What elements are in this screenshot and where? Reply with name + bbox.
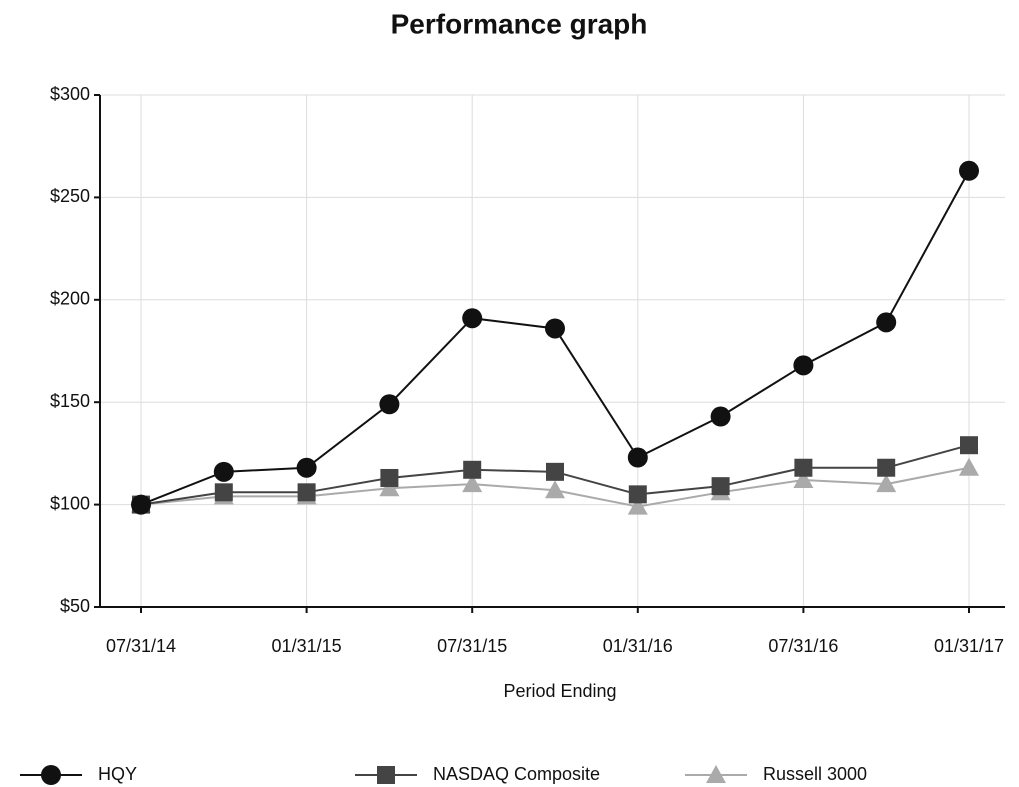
legend-label: NASDAQ Composite: [433, 764, 600, 784]
y-tick-label: $200: [50, 289, 90, 309]
x-tick-label: 07/31/16: [768, 636, 838, 656]
data-point: [710, 406, 731, 427]
data-point: [545, 318, 565, 339]
data-point: [131, 494, 151, 515]
data-point: [876, 312, 897, 333]
data-point: [711, 477, 730, 496]
legend-label: HQY: [98, 764, 137, 784]
legend-marker: [41, 765, 61, 785]
data-point: [214, 483, 233, 502]
y-tick-label: $100: [50, 493, 90, 513]
data-point: [793, 470, 814, 489]
data-point: [877, 458, 896, 477]
data-point: [960, 436, 978, 455]
y-tick-label: $150: [50, 391, 90, 411]
data-point: [296, 457, 317, 478]
data-point: [379, 394, 400, 415]
data-point: [545, 480, 565, 499]
data-point: [462, 474, 483, 493]
legend-marker: [377, 766, 395, 784]
x-axis-label: Period Ending: [503, 681, 616, 701]
data-point: [793, 355, 814, 376]
data-point: [959, 160, 979, 181]
data-point: [462, 308, 483, 329]
data-point: [628, 485, 647, 504]
data-point: [546, 462, 564, 481]
x-tick-label: 07/31/15: [437, 636, 507, 656]
data-point: [379, 478, 400, 497]
x-tick-label: 01/31/17: [934, 636, 1004, 656]
data-point: [876, 474, 897, 493]
y-tick-label: $250: [50, 186, 90, 206]
legend-label: Russell 3000: [763, 764, 867, 784]
data-point: [213, 461, 234, 482]
data-point: [627, 496, 648, 515]
data-point: [380, 468, 399, 487]
chart-title: Performance graph: [391, 8, 648, 39]
data-point: [959, 457, 979, 476]
data-point: [463, 460, 482, 479]
y-tick-label: $50: [60, 596, 90, 616]
data-point: [627, 447, 648, 468]
x-tick-label: 01/31/15: [272, 636, 342, 656]
legend-marker: [706, 765, 726, 783]
x-tick-label: 07/31/14: [106, 636, 176, 656]
x-tick-label: 01/31/16: [603, 636, 673, 656]
data-point: [297, 483, 316, 502]
data-point: [794, 458, 813, 477]
y-tick-label: $300: [50, 84, 90, 104]
